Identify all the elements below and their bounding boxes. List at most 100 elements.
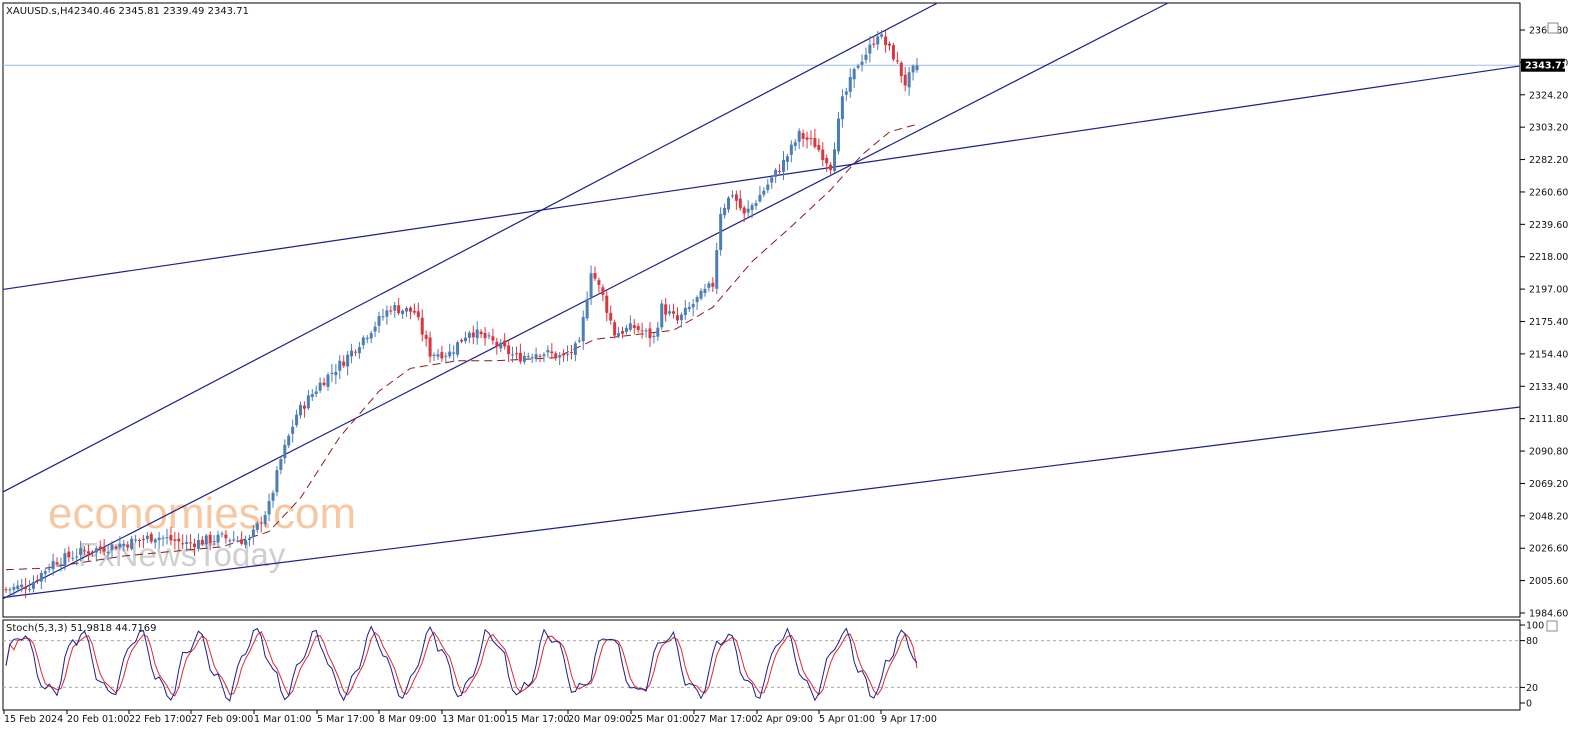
candle-body [365, 337, 369, 340]
candle-body [675, 315, 679, 321]
candle-body [275, 470, 279, 493]
price-panel[interactable] [2, 2, 1521, 618]
candle-body [90, 551, 94, 553]
candle-body [63, 553, 67, 566]
stoch-close-box[interactable] [1546, 620, 1558, 632]
candles [4, 30, 919, 599]
candle-body [463, 337, 467, 342]
candle-body [577, 340, 581, 342]
candle-body [75, 556, 79, 558]
candle-body [601, 287, 605, 295]
time-tick-label: 27 Feb 09:00 [191, 714, 253, 725]
candle-body [546, 349, 550, 353]
candle-body [204, 535, 208, 545]
candle-body [161, 537, 165, 539]
candle-body [805, 137, 809, 140]
candle-body [640, 330, 644, 332]
candle-body [518, 352, 522, 362]
candle-body [436, 354, 440, 357]
stoch-tick-label: 100 [1526, 621, 1544, 632]
candle-body [774, 169, 778, 177]
price-tick-label: 2282.20 [1529, 155, 1568, 166]
candle-body [888, 43, 892, 46]
candle-body [511, 354, 515, 356]
stoch-header: Stoch(5,3,3) 51.9818 44.7169 [6, 623, 157, 634]
candle-body [318, 382, 322, 391]
candle-body [652, 335, 656, 337]
moving-average-line [5, 123, 918, 571]
candle-body [554, 353, 558, 359]
candle-body [636, 326, 640, 331]
candle-body [793, 142, 797, 146]
candle-body [491, 336, 495, 341]
stoch-tick-label: 0 [1526, 699, 1532, 710]
price-tick-label: 2197.00 [1529, 285, 1568, 296]
candle-body [456, 342, 460, 355]
candle-body [8, 589, 12, 591]
trend-lines[interactable] [2, 2, 1521, 600]
candle-body [903, 74, 907, 86]
candle-body [244, 539, 248, 545]
candle-body [758, 194, 762, 202]
candle-body [31, 581, 35, 589]
candle-body [134, 539, 138, 541]
chart-header-symbol: XAUUSD.s,H4 [6, 6, 74, 17]
candle-body [4, 589, 8, 591]
candle-body [762, 190, 766, 195]
candle-body [719, 213, 723, 250]
price-tick-label: 1984.60 [1529, 609, 1568, 620]
candle-body [538, 355, 542, 357]
candle-body [585, 298, 589, 319]
time-tick-label: 2 Apr 09:00 [757, 714, 813, 725]
chart-scale-box[interactable] [1547, 22, 1559, 34]
candle-body [707, 283, 711, 288]
candle-body [495, 341, 499, 347]
candle-body [428, 337, 432, 357]
candle-body [98, 546, 102, 549]
price-tick-label: 2154.40 [1529, 349, 1568, 360]
candle-body [656, 327, 660, 337]
candle-body [683, 307, 687, 316]
candle-body [530, 357, 534, 359]
candle-body [86, 551, 90, 554]
candle-body [420, 317, 424, 335]
candle-body [330, 372, 334, 374]
candle-body [809, 137, 813, 139]
candle-body [644, 330, 648, 332]
candle-body [467, 332, 471, 338]
time-tick-label: 25 Mar 01:00 [631, 714, 694, 725]
support-line [2, 406, 1521, 599]
candle-body [648, 328, 652, 339]
candle-body [28, 588, 32, 590]
candle-body [723, 207, 727, 216]
candle-body [742, 207, 746, 214]
candle-body [47, 568, 51, 570]
candle-body [212, 541, 216, 543]
candle-body [895, 60, 899, 62]
candle-body [514, 353, 518, 355]
candle-body [730, 195, 734, 197]
stoch-signal-line [5, 631, 918, 697]
stoch-panel[interactable] [2, 619, 1521, 711]
candle-body [334, 371, 338, 376]
candle-body [479, 331, 483, 335]
candle-body [444, 355, 448, 357]
candle-body [287, 435, 291, 446]
candle-body [338, 360, 342, 371]
candle-body [687, 306, 691, 310]
candle-body [216, 534, 220, 543]
candle-body [483, 332, 487, 339]
price-tick-label: 2218.00 [1529, 252, 1568, 263]
candle-body [67, 551, 71, 558]
time-tick-label: 20 Feb 01:00 [67, 714, 129, 725]
candle-body [899, 62, 903, 77]
candle-body [699, 290, 703, 299]
candle-body [522, 355, 526, 362]
price-tick-label: 2175.40 [1529, 317, 1568, 328]
candle-body [106, 551, 110, 554]
candle-body [876, 36, 880, 45]
time-tick-label: 22 Feb 17:00 [129, 714, 191, 725]
candle-body [173, 539, 177, 541]
candle-body [102, 547, 106, 552]
